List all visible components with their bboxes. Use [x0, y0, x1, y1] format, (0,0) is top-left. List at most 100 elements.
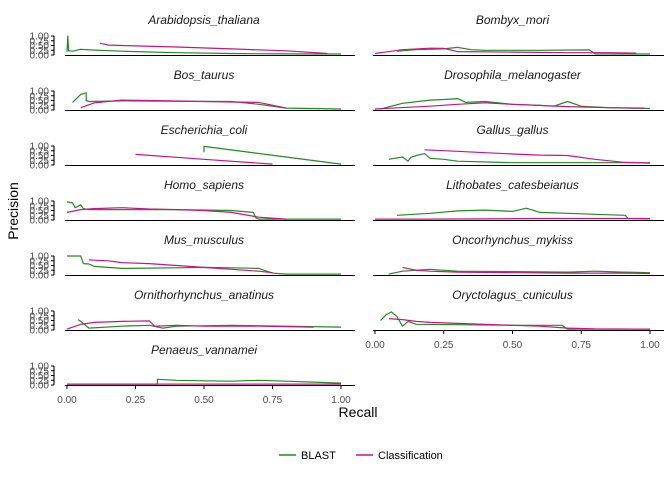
series-line-classification [374, 102, 645, 110]
facet-panel: Lithobates_catesbeianus [373, 178, 664, 222]
facet-panel: Gallus_gallus [373, 123, 664, 167]
y-tick-label: 0.00 [30, 216, 50, 227]
facet-panel: Bos_taurus 0.000.250.500.751.00 [30, 68, 355, 117]
series-line-blast [380, 98, 651, 110]
series-line-blast [203, 145, 342, 165]
y-tick-label: 0.75 [30, 256, 50, 267]
facet-strip-label: Homo_sapiens [164, 178, 244, 192]
series-line-blast [396, 207, 651, 220]
y-tick-label: 0.25 [30, 156, 50, 167]
facet-panel: Arabidopsis_thaliana 0.000.250.500.751.00 [30, 13, 355, 62]
bottom-x-axes: 0.00 0.25 0.50 0.75 1.00 0.00 0.25 0.50 0.75 1.00 [57, 331, 660, 406]
facet-panel: Ornithorhynchus_anatinus 0.000.250.500.75… [30, 288, 355, 337]
y-tick-label: 0.75 [30, 36, 50, 47]
y-tick-label: 0.50 [30, 151, 50, 162]
series-line-classification [375, 217, 650, 220]
x-tick-label: 0.00 [365, 340, 385, 351]
facet-panel: Oncorhynchus_mykiss [373, 233, 664, 277]
series-line-classification [66, 320, 314, 330]
legend-item-blast: BLAST [279, 450, 336, 462]
facet-strip-label: Oncorhynchus_mykiss [452, 233, 573, 247]
series-line-classification [424, 149, 651, 164]
facet-panel: Escherichia_coli 0.000.250.500.751.00 [30, 123, 355, 172]
x-tick-label: 0.25 [126, 395, 146, 406]
x-tick-label: 0.50 [503, 340, 523, 351]
facet-strip-label: Penaeus_vannamei [151, 343, 257, 357]
y-tick-label: 0.00 [30, 271, 50, 282]
series-line-classification [374, 47, 637, 55]
y-tick-label: 0.50 [30, 206, 50, 217]
y-tick-label: 0.50 [30, 41, 50, 52]
facet-strip-label: Bombyx_mori [476, 13, 550, 27]
series-line-blast [380, 311, 650, 330]
series-line-blast [72, 92, 342, 110]
y-tick-label: 1.00 [30, 197, 50, 208]
x-tick-label: 0.75 [263, 395, 283, 406]
y-axis-title: Precision [5, 182, 21, 240]
facet-panel: Homo_sapiens 0.000.250.500.751.00 [30, 178, 355, 227]
y-tick-label: 0.75 [30, 311, 50, 322]
series-line-classification [135, 153, 273, 165]
y-tick-label: 0.25 [30, 46, 50, 57]
series-line-blast [66, 201, 341, 220]
legend-item-classification: Classification [356, 450, 443, 462]
x-tick-label: 0.25 [434, 340, 454, 351]
y-tick-label: 0.25 [30, 376, 50, 387]
y-tick-label: 1.00 [30, 32, 50, 43]
y-tick-label: 1.00 [30, 252, 50, 263]
y-tick-label: 1.00 [30, 142, 50, 153]
x-tick-label: 1.00 [640, 340, 660, 351]
y-tick-label: 0.00 [30, 161, 50, 172]
y-tick-label: 0.00 [30, 381, 50, 392]
x-tick-label: 0.50 [194, 395, 214, 406]
legend-label: Classification [378, 450, 443, 462]
facet-strip-label: Gallus_gallus [476, 123, 548, 137]
facet-strip-label: Drosophila_melanogaster [444, 68, 582, 82]
y-tick-label: 0.75 [30, 366, 50, 377]
y-tick-label: 0.75 [30, 201, 50, 212]
y-tick-label: 0.25 [30, 211, 50, 222]
facet-panel: Penaeus_vannamei 0.000.250.500.751.00 [30, 343, 355, 392]
facet-strip-label: Ornithorhynchus_anatinus [134, 288, 274, 302]
y-tick-label: 0.50 [30, 96, 50, 107]
y-tick-label: 0.00 [30, 51, 50, 62]
y-tick-label: 0.00 [30, 326, 50, 337]
series-line-classification [80, 99, 287, 109]
facet-panel: Bombyx_mori [373, 13, 664, 57]
legend-label: BLAST [301, 450, 336, 462]
series-line-blast [388, 268, 651, 275]
facet-strip-label: Mus_musculus [164, 233, 244, 247]
x-tick-label: 0.00 [57, 395, 77, 406]
x-tick-label: 1.00 [331, 395, 351, 406]
legend: BLAST Classification [279, 450, 443, 462]
series-line-classification [88, 259, 273, 274]
y-tick-label: 0.50 [30, 371, 50, 382]
y-tick-label: 0.25 [30, 321, 50, 332]
y-tick-label: 0.25 [30, 101, 50, 112]
facet-strip-label: Bos_taurus [174, 68, 235, 82]
y-tick-label: 0.00 [30, 106, 50, 117]
y-tick-label: 1.00 [30, 307, 50, 318]
facet-panel: Oryctolagus_cuniculus [373, 288, 664, 332]
facet-strip-label: Lithobates_catesbeianus [446, 178, 579, 192]
series-line-classification [388, 318, 651, 330]
series-line-blast [396, 46, 651, 55]
series-line-classification [66, 207, 287, 220]
y-tick-label: 0.75 [30, 146, 50, 157]
series-line-blast [388, 153, 650, 164]
series-line-blast [66, 35, 342, 55]
facet-strip-label: Arabidopsis_thaliana [147, 13, 260, 27]
y-tick-label: 0.50 [30, 316, 50, 327]
series-line-blast [67, 378, 342, 385]
y-tick-label: 0.75 [30, 91, 50, 102]
y-tick-label: 1.00 [30, 362, 50, 373]
facet-panel: Mus_musculus 0.000.250.500.751.00 [30, 233, 355, 282]
facet-panels: Arabidopsis_thaliana0.000.250.500.751.00… [30, 13, 664, 392]
x-tick-label: 0.75 [572, 340, 592, 351]
series-line-classification [99, 42, 328, 55]
y-tick-label: 1.00 [30, 87, 50, 98]
facet-strip-label: Oryctolagus_cuniculus [452, 288, 573, 302]
facet-panel: Drosophila_melanogaster [373, 68, 664, 112]
y-tick-label: 0.50 [30, 261, 50, 272]
